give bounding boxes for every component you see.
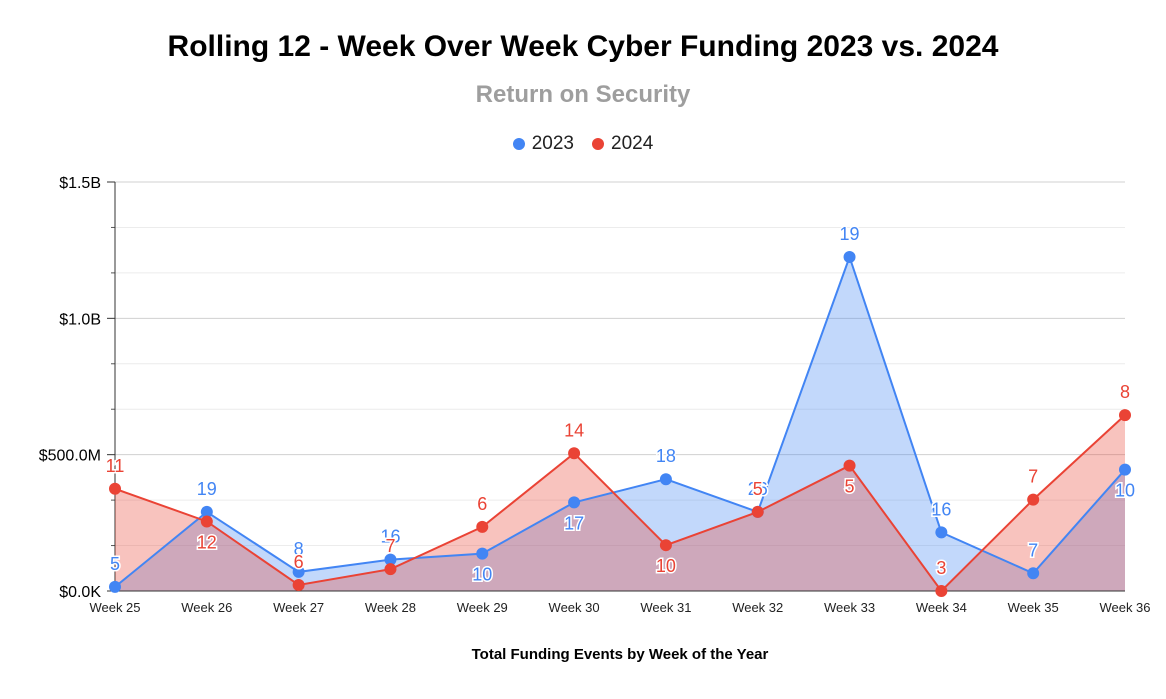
data-label-2024: 7 xyxy=(1028,467,1038,487)
data-point-2023 xyxy=(568,496,581,509)
area-2023 xyxy=(115,256,1125,591)
y-tick-label: $1.5B xyxy=(59,175,101,192)
data-point-2023 xyxy=(843,250,856,263)
legend-marker-2024 xyxy=(592,138,604,150)
data-label-2023: 16 xyxy=(380,527,400,547)
series-line-2024 xyxy=(114,414,1126,593)
data-label-2024: 5 xyxy=(845,477,855,497)
data-label-2024: 3 xyxy=(936,558,946,578)
y-tick-label: $0.0K xyxy=(59,584,101,601)
data-label-2023: 10 xyxy=(1115,481,1135,501)
y-tick-label: $1.0B xyxy=(59,311,101,328)
chart-subtitle: Return on Security xyxy=(475,81,691,108)
data-point-2023 xyxy=(659,473,672,486)
data-point-2024 xyxy=(659,539,672,552)
data-label-2023: 5 xyxy=(110,554,120,574)
legend-item-2024[interactable]: 2024 xyxy=(592,133,653,155)
legend-label-2024: 2024 xyxy=(611,133,654,154)
data-label-2024: 8 xyxy=(1120,382,1130,402)
data-point-2023 xyxy=(200,505,213,518)
data-point-2024 xyxy=(1027,493,1040,506)
legend-item-2023[interactable]: 2023 xyxy=(512,133,574,155)
data-point-2024 xyxy=(568,447,581,460)
x-tick-label: Week 32 xyxy=(732,600,783,615)
x-axis-title: Total Funding Events by Week of the Year xyxy=(472,646,769,663)
legend-label-2023: 2023 xyxy=(531,133,574,154)
data-label-2023: 19 xyxy=(197,479,217,499)
data-point-2023 xyxy=(384,553,397,566)
x-tick-label: Week 27 xyxy=(273,600,324,615)
data-label-2023: 10 xyxy=(472,565,492,585)
data-point-2024 xyxy=(843,459,856,472)
data-label-2024: 6 xyxy=(477,494,487,514)
chart-title: Rolling 12 - Week Over Week Cyber Fundin… xyxy=(167,30,999,63)
data-point-2024 xyxy=(384,563,397,576)
data-label-2024: 14 xyxy=(564,420,584,440)
x-tick-label: Week 36 xyxy=(1099,600,1150,615)
data-point-2023 xyxy=(935,526,948,539)
data-point-2023 xyxy=(109,580,121,593)
data-point-2023 xyxy=(476,547,489,560)
data-point-2023 xyxy=(292,565,305,578)
data-point-2024 xyxy=(935,585,948,597)
data-label-2023: 18 xyxy=(656,446,676,466)
data-point-2024 xyxy=(109,482,121,495)
data-label-2024: 5 xyxy=(753,479,763,499)
data-point-2023 xyxy=(1027,567,1040,580)
legend: 2023 2024 xyxy=(0,133,1166,155)
data-label-2024: 11 xyxy=(106,456,125,476)
x-tick-label: Week 35 xyxy=(1008,600,1059,615)
x-tick-label: Week 30 xyxy=(549,600,600,615)
x-tick-label: Week 34 xyxy=(916,600,967,615)
x-tick-label: Week 25 xyxy=(89,600,140,615)
data-label-2023: 7 xyxy=(1028,540,1038,560)
data-label-2024: 7 xyxy=(385,536,395,556)
data-point-2024 xyxy=(476,520,489,533)
series-line-2023 xyxy=(114,253,1126,588)
x-tick-label: Week 26 xyxy=(181,600,232,615)
x-tick-label: Week 28 xyxy=(365,600,416,615)
data-point-2024 xyxy=(1119,409,1131,422)
data-point-2023 xyxy=(1119,463,1131,476)
data-label-2023: 26 xyxy=(748,479,768,499)
data-label-2023: 16 xyxy=(931,499,951,519)
data-point-2024 xyxy=(292,579,305,592)
data-label-2024: 12 xyxy=(197,532,217,552)
x-tick-label: Week 33 xyxy=(824,600,875,615)
area-2024 xyxy=(115,415,1125,591)
legend-marker-2023 xyxy=(512,138,525,150)
data-label-2024: 10 xyxy=(656,556,676,576)
x-tick-label: Week 31 xyxy=(640,600,691,615)
x-tick-label: Week 29 xyxy=(457,600,508,615)
data-label-2023: 19 xyxy=(840,224,860,244)
data-label-2024: 6 xyxy=(294,552,304,572)
y-tick-label: $500.0M xyxy=(39,448,101,465)
data-point-2024 xyxy=(200,515,213,528)
data-label-2023: 17 xyxy=(564,513,584,533)
data-label-2023: 8 xyxy=(294,539,304,559)
data-point-2024 xyxy=(751,505,764,518)
